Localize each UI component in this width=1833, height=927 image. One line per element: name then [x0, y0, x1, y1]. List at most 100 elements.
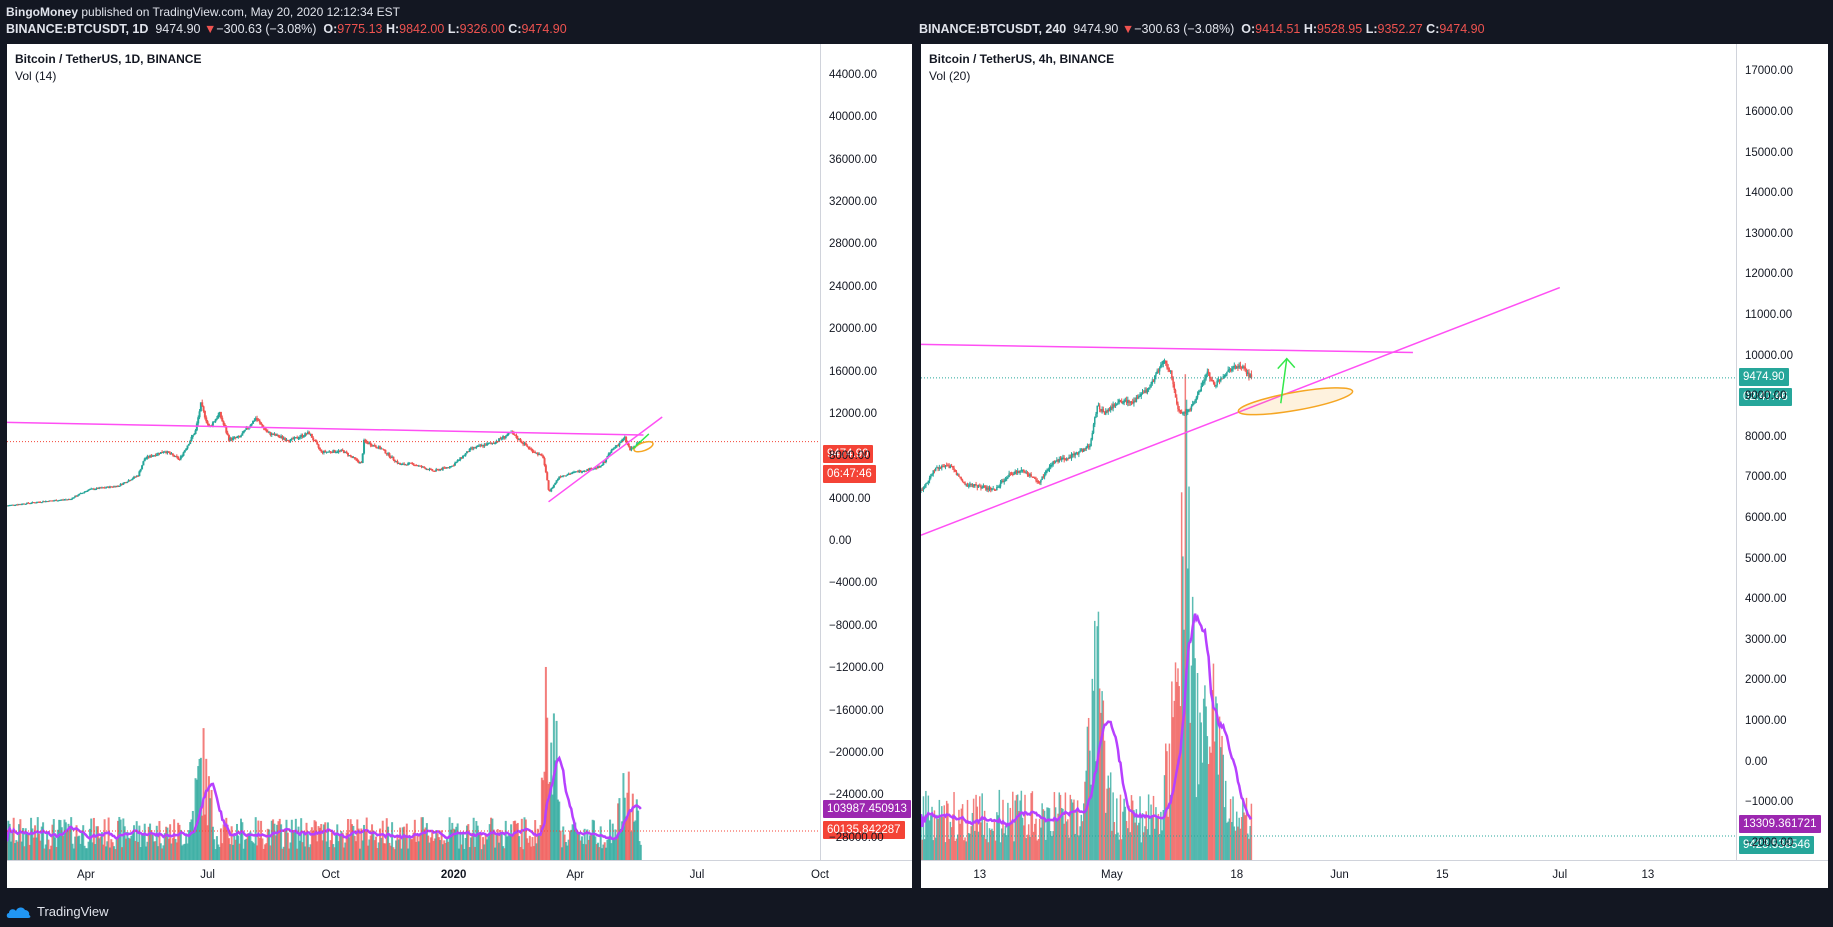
volume-bar [1057, 813, 1059, 860]
candle-body [1013, 473, 1015, 475]
volume-bar [209, 798, 212, 860]
volume-bar [987, 842, 990, 860]
candle-body [1210, 378, 1212, 381]
candle-body [126, 481, 129, 483]
candle-body [1074, 453, 1076, 456]
volume-bar [50, 845, 53, 860]
time-axis-1d[interactable]: Apr Jul Oct 2020 Apr Jul Oct [7, 860, 912, 888]
chart-pane-4h[interactable]: Bitcoin / TetherUS, 4h, BINANCE Vol (20) [921, 44, 1736, 860]
candle-body [142, 461, 145, 466]
volume-bar [137, 841, 140, 860]
candle-body [62, 499, 65, 501]
price-axis-1d[interactable]: 9474.90 06:47:46 103987.450913 60135.842… [820, 44, 912, 860]
volume-bar [483, 844, 486, 860]
volume-bar [570, 829, 573, 860]
volume-bar [92, 817, 95, 860]
candle-body [333, 450, 336, 453]
candle-body [277, 434, 280, 437]
candle-body [1118, 400, 1120, 403]
volume-bar [15, 840, 18, 860]
volume-bar [639, 844, 642, 860]
volume-bar [922, 796, 925, 860]
candle-body [1030, 474, 1032, 477]
candle-body [334, 452, 337, 454]
volume-bar [1242, 800, 1244, 860]
price-tick-label: 20000.00 [829, 323, 877, 336]
chart-canvas-1d[interactable] [7, 44, 820, 860]
volume-bar [977, 831, 980, 860]
author-name[interactable]: BingoMoney [6, 5, 78, 19]
price-tick-label: 8000.00 [829, 450, 871, 463]
candle-body [1042, 476, 1045, 478]
candle-body [36, 501, 39, 503]
volume-bar [336, 824, 339, 860]
volume-bar [927, 795, 930, 860]
tradingview-logo[interactable]: TradingView [6, 904, 109, 919]
candle-body [399, 463, 402, 465]
candle-body [1101, 409, 1103, 412]
candle-body [452, 465, 455, 467]
time-axis-4h[interactable]: 13 May 18 Jun 15 Jul 13 [921, 860, 1828, 888]
volume-bar [388, 842, 391, 860]
candle-body [586, 469, 589, 471]
price-tick-label: −28000.00 [829, 831, 884, 844]
candle-body [183, 450, 186, 453]
candle-body [1029, 474, 1031, 476]
candle-body [123, 482, 126, 484]
volume-bar [420, 817, 423, 860]
candle-body [350, 456, 353, 458]
candle-body [1090, 439, 1092, 447]
candle-body [1205, 374, 1207, 379]
candle-body [1070, 454, 1073, 459]
candle-body [507, 432, 510, 435]
candle-body [11, 504, 14, 506]
volume-bar [159, 843, 162, 860]
volume-bar [534, 820, 537, 860]
candle-body [52, 500, 55, 502]
candle-body [35, 502, 38, 504]
candle-body [74, 495, 77, 498]
candle-body [625, 437, 628, 442]
breakout-arrow [1280, 358, 1288, 404]
candle-body [938, 467, 941, 469]
price-tag: 9474.90 [823, 445, 873, 463]
candle-body [163, 451, 166, 453]
candle-body [304, 433, 307, 437]
volume-bar [51, 824, 54, 860]
candle-body [956, 474, 959, 476]
price-tick-label: −8000.00 [829, 619, 878, 632]
chart-pane-1d[interactable]: Bitcoin / TetherUS, 1D, BINANCE Vol (14) [7, 44, 820, 860]
volume-bar [1160, 811, 1162, 860]
highlight-ellipse [633, 440, 654, 453]
volume-bar [1248, 838, 1250, 860]
volume-bar [421, 817, 424, 860]
candle-body [161, 452, 164, 454]
candle-body [1051, 464, 1053, 466]
candle-body [417, 465, 420, 467]
volume-bar [498, 842, 501, 860]
candle-body [10, 504, 13, 506]
volume-bar [304, 846, 307, 860]
candle-body [276, 434, 279, 436]
candle-body [512, 432, 515, 435]
time-tick-label: Oct [811, 869, 829, 881]
volume-bar [941, 806, 943, 860]
volume-bar [332, 844, 335, 860]
volume-bar [266, 828, 269, 860]
price-axis-4h[interactable]: 9474.90 02:47:46 13309.361721 9423.53854… [1736, 44, 1828, 860]
volume-bar [102, 844, 105, 860]
volume-tag: 9423.538546 [1739, 836, 1815, 854]
candle-body [361, 453, 364, 463]
candle-body [1202, 382, 1205, 384]
volume-bar [605, 847, 608, 860]
candle-body [68, 499, 71, 501]
candle-body [547, 480, 550, 490]
candle-body [1216, 380, 1218, 386]
volume-bar [147, 826, 150, 860]
chart-canvas-4h[interactable] [921, 44, 1736, 860]
candle-body [409, 462, 412, 464]
volume-bar [1071, 802, 1074, 860]
candle-body [1064, 459, 1067, 461]
candle-body [314, 440, 317, 443]
time-tick-label: Apr [566, 869, 585, 881]
